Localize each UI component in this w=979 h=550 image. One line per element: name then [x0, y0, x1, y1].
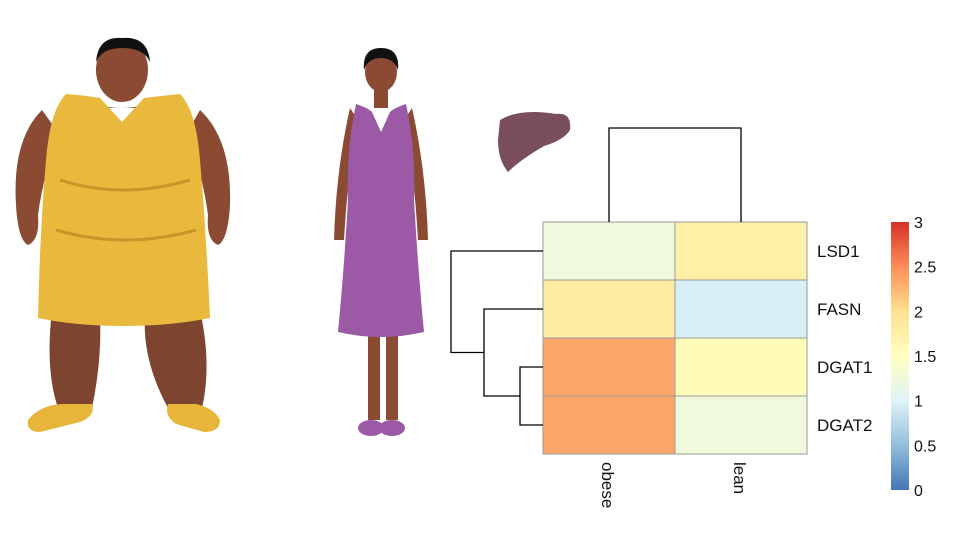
row-dendrogram-branch	[450, 250, 543, 354]
heatmap-cell-dgat1-lean	[674, 337, 808, 397]
row-labels: LSD1 FASN DGAT1 DGAT2	[817, 242, 872, 435]
column-dendrogram-branch	[608, 127, 742, 222]
column-label-obese: obese	[598, 462, 617, 508]
lean-neck	[374, 88, 388, 108]
obese-dress-fold	[59, 178, 191, 192]
lean-left-shoe	[358, 420, 384, 436]
row-dendrogram-branch	[519, 366, 543, 426]
column-labels: obese lean	[598, 462, 749, 508]
color-scale-tick-label: 1.5	[914, 349, 936, 366]
color-scale-tick-label: 1	[914, 394, 923, 411]
color-scale-tick-label: 0.5	[914, 438, 936, 455]
lean-woman-illustration	[334, 48, 428, 436]
color-scale-tick-label: 0	[914, 483, 923, 500]
heatmap-cell-fasn-obese	[542, 279, 676, 339]
liver-illustration	[498, 112, 571, 172]
lean-left-leg	[368, 330, 380, 420]
heatmap-cell-dgat1-obese	[542, 337, 676, 397]
obese-woman-illustration	[15, 37, 231, 432]
lean-purple-dress	[338, 104, 424, 337]
row-label-dgat1: DGAT1	[817, 358, 872, 377]
lean-hair	[363, 48, 399, 70]
heatmap-cell-lsd1-obese	[542, 221, 676, 281]
obese-right-leg	[144, 310, 207, 408]
obese-yellow-dress	[38, 94, 210, 326]
color-scale-ticks: 0 0.5 1 1.5 2 2.5 3	[914, 215, 936, 500]
color-scale-tick-label: 2.5	[914, 260, 936, 277]
row-label-fasn: FASN	[817, 300, 861, 319]
lean-right-leg	[386, 330, 398, 420]
heatmap-cell-lsd1-lean	[674, 221, 808, 281]
row-dendrogram-branch	[483, 308, 543, 397]
obese-left-shoe	[27, 404, 93, 432]
column-dendrogram	[608, 127, 742, 222]
lean-right-shoe	[379, 420, 405, 436]
lean-face	[365, 52, 397, 92]
obese-right-shoe	[167, 404, 220, 432]
obese-hair	[96, 37, 150, 62]
row-label-lsd1: LSD1	[817, 242, 860, 261]
heatmap	[542, 221, 808, 455]
row-label-dgat2: DGAT2	[817, 416, 872, 435]
obese-dress-fold	[55, 228, 197, 242]
obese-left-leg	[49, 310, 101, 408]
color-scale-tick-label: 3	[914, 215, 923, 232]
color-scale-tick-label: 2	[914, 304, 923, 321]
heatmap-cell-fasn-lean	[674, 279, 808, 339]
color-scale-bar	[891, 222, 909, 490]
obese-face	[96, 38, 148, 102]
heatmap-cell-dgat2-obese	[542, 395, 676, 455]
heatmap-cell-dgat2-lean	[674, 395, 808, 455]
column-label-lean: lean	[730, 462, 749, 494]
row-dendrogram	[450, 250, 543, 426]
